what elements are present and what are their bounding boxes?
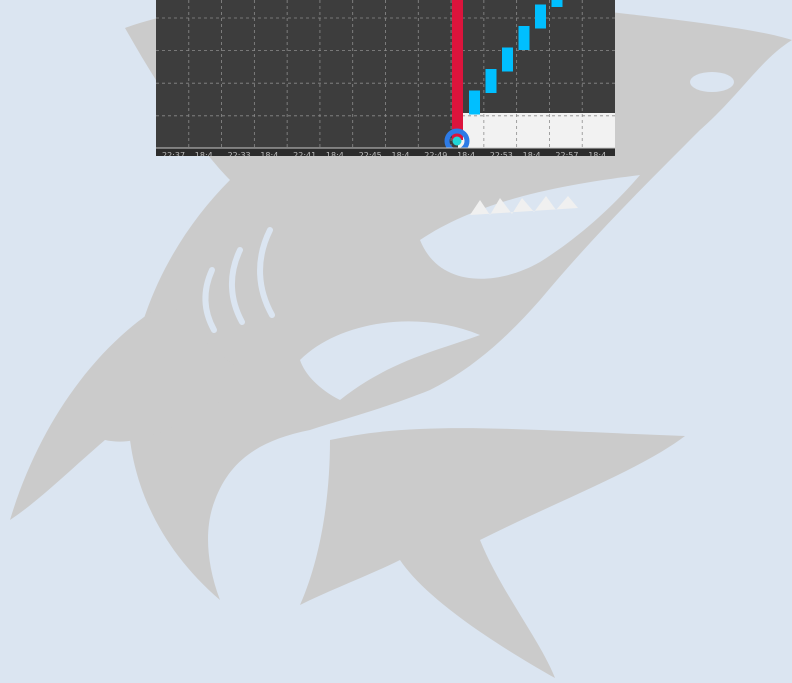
- x-tick-label: 22:57: [555, 151, 578, 156]
- chart-bar: [535, 4, 546, 29]
- x-tick-label: 18:4: [326, 151, 344, 156]
- chart-bar: [485, 69, 497, 93]
- x-tick-label: 22:41: [293, 151, 316, 156]
- chart-bar: [551, 0, 563, 7]
- shark-tail: [300, 428, 685, 678]
- x-tick-label: 18:4: [457, 151, 475, 156]
- x-tick-label: 18:4: [260, 151, 278, 156]
- x-tick-label: 18:4: [195, 151, 213, 156]
- marker-line: [452, 0, 463, 140]
- shark-mouth-cutout: [420, 175, 640, 279]
- x-tick-label: 22:33: [228, 151, 251, 156]
- shark-belly-cutout: [300, 321, 480, 400]
- marker-dot: [452, 136, 462, 146]
- chart-light-panel: [458, 113, 615, 148]
- x-axis-bar: [156, 148, 615, 156]
- chart-bars: [469, 0, 563, 115]
- shark-gill-2: [228, 247, 245, 325]
- shark-teeth: [470, 196, 578, 215]
- x-axis-ticks: 22:37 18:4 22:33 18:4 22:41 18:4 22:45 18:4 22:4…: [162, 151, 606, 156]
- chart-bar: [518, 26, 530, 50]
- chart-canvas[interactable]: 22:37 18:4 22:33 18:4 22:41 18:4 22:45 18:4 22:4…: [156, 0, 615, 156]
- shark-fin: [10, 300, 260, 520]
- shark-gill-1: [257, 227, 275, 318]
- chart-bar: [469, 90, 480, 115]
- shark-gill-3: [202, 267, 217, 333]
- chart-bar: [502, 47, 513, 72]
- x-tick-label: 18:4: [523, 151, 541, 156]
- price-chart[interactable]: 22:37 18:4 22:33 18:4 22:41 18:4 22:45 18:4 22:4…: [156, 0, 615, 156]
- shark-eye: [690, 72, 734, 92]
- x-tick-label: 18:4: [588, 151, 606, 156]
- x-tick-label: 22:53: [490, 151, 513, 156]
- x-tick-label: 22:37: [162, 151, 185, 156]
- x-tick-label: 22:45: [359, 151, 382, 156]
- x-tick-label: 18:4: [392, 151, 410, 156]
- x-tick-label: 22:49: [424, 151, 447, 156]
